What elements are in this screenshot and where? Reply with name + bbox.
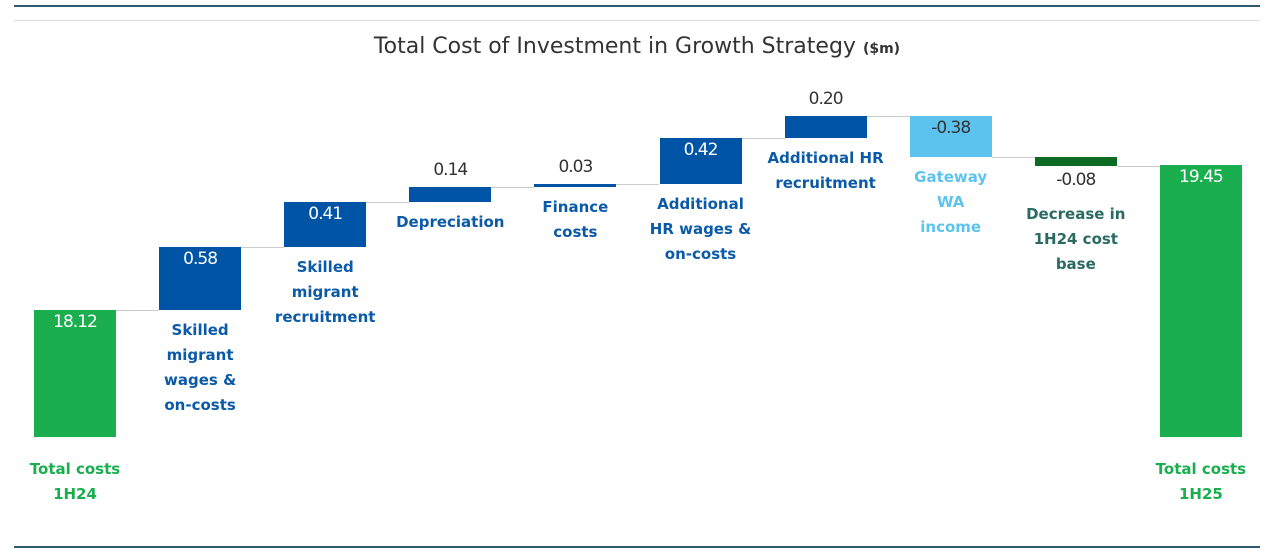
value-label: 0.14 xyxy=(433,159,468,180)
category-label: Skilled migrant wages & on-costs xyxy=(164,321,237,414)
value-label: 0.03 xyxy=(558,156,593,177)
category-label: Additional HR wages & on-costs xyxy=(649,194,752,263)
category-label: Skilled migrant recruitment xyxy=(274,257,376,326)
connector xyxy=(366,202,410,204)
bar xyxy=(534,183,617,187)
bar xyxy=(1034,157,1117,167)
chart-title: Total Cost of Investment in Growth Strat… xyxy=(373,34,856,59)
category-label: Total costs 1H25 xyxy=(1155,460,1247,503)
category-label: Finance costs xyxy=(542,197,609,241)
category-label: Depreciation xyxy=(396,213,505,232)
category-label: Gateway WA income xyxy=(914,168,988,237)
category-label: Decrease in 1H24 cost base xyxy=(1026,205,1126,274)
bar xyxy=(1159,165,1242,437)
value-label: -0.38 xyxy=(931,117,971,138)
connector xyxy=(491,186,535,188)
value-label: 0.58 xyxy=(183,248,218,269)
connector xyxy=(866,115,910,117)
bar xyxy=(284,202,367,247)
category-label: Additional HR recruitment xyxy=(767,148,884,192)
connector xyxy=(616,183,660,185)
bar xyxy=(34,310,116,437)
connector xyxy=(1116,166,1160,168)
value-label: 19.45 xyxy=(1179,167,1224,188)
category-label: Total costs 1H24 xyxy=(29,460,121,503)
value-label: 18.12 xyxy=(53,312,98,332)
bar xyxy=(784,115,867,138)
value-label: 0.20 xyxy=(808,88,844,109)
bar xyxy=(659,137,742,184)
connector xyxy=(116,310,160,311)
unit: ($m) xyxy=(862,41,901,57)
bar xyxy=(409,186,492,203)
connector xyxy=(741,137,785,139)
connector xyxy=(991,157,1035,159)
connector xyxy=(241,246,285,248)
top-rule xyxy=(14,5,1260,7)
bar xyxy=(159,246,242,310)
value-label: 0.42 xyxy=(683,139,719,160)
value-label: -0.08 xyxy=(1056,170,1096,191)
title-block: Total Cost of Investment in Growth Strat… xyxy=(0,34,1274,59)
bottom-rule xyxy=(14,546,1260,548)
bar xyxy=(909,115,992,158)
top-rule-light xyxy=(14,20,1260,21)
value-label: 0.41 xyxy=(308,204,343,225)
